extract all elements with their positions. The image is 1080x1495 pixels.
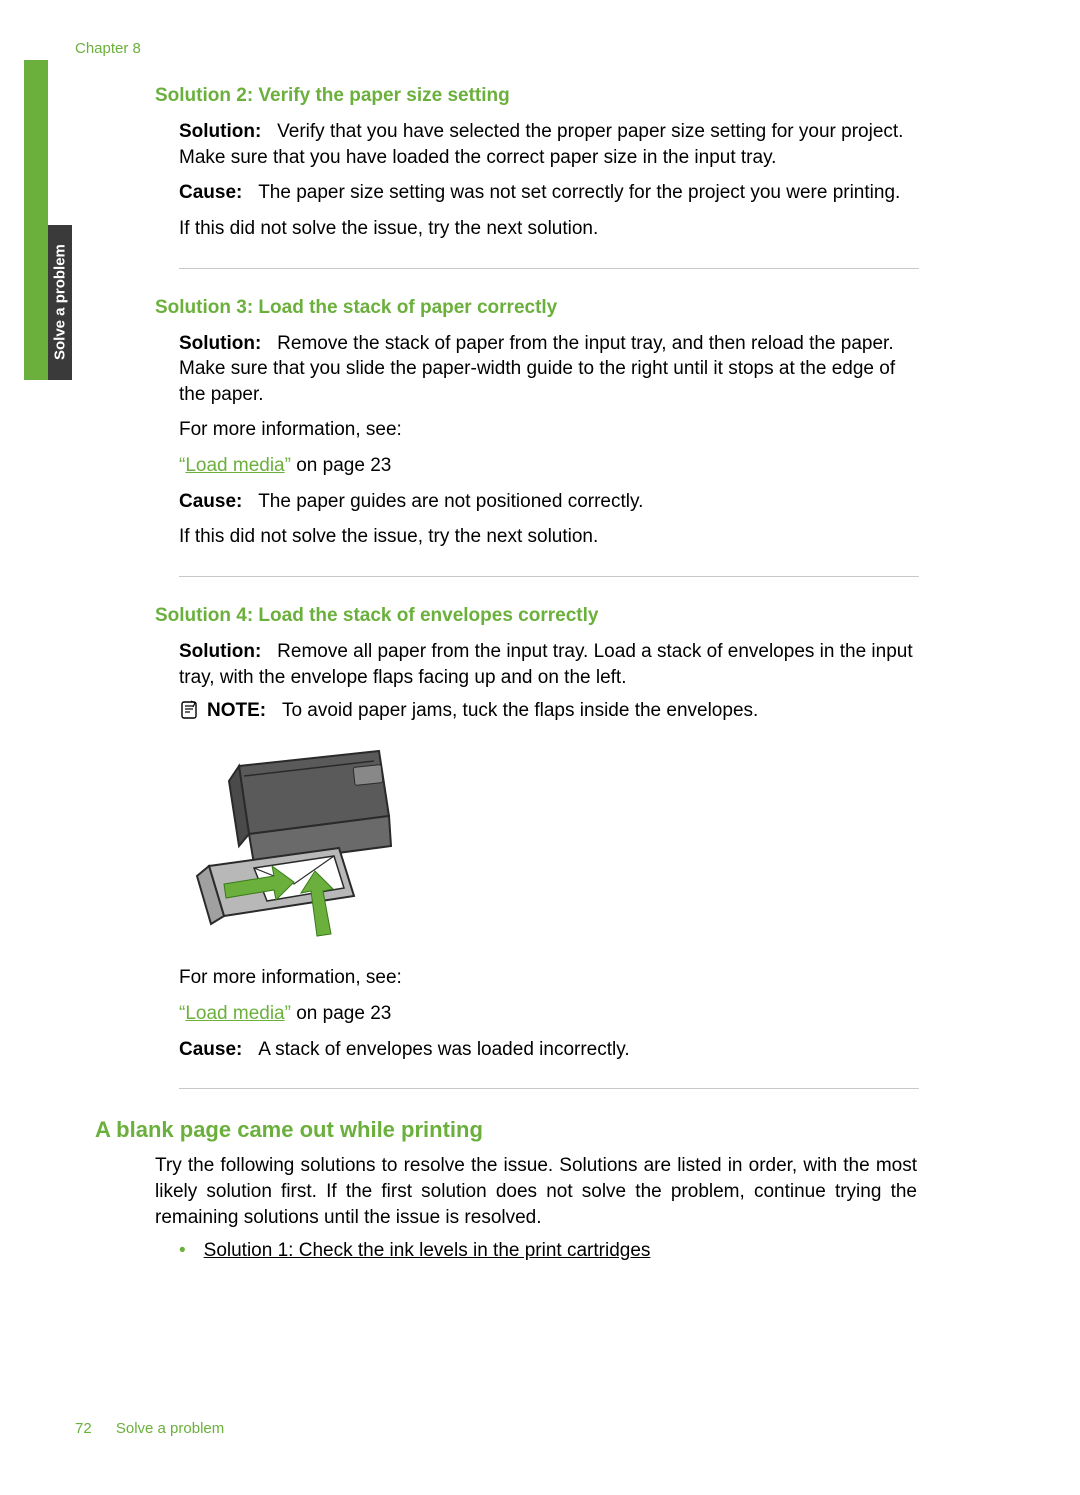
footer-page-number: 72 [75,1420,92,1437]
solution3-more-info: For more information, see: [179,417,917,443]
solution2-text: Verify that you have selected the proper… [179,121,903,168]
solution4-cause: Cause: A stack of envelopes was loaded i… [179,1037,917,1063]
bullet-dot: • [179,1240,186,1262]
solution4-more-info: For more information, see: [179,965,917,991]
cause-label: Cause: [179,1039,242,1060]
solution4-heading: Solution 4: Load the stack of envelopes … [155,605,917,627]
divider [179,1088,919,1089]
footer-section-name: Solve a problem [116,1420,224,1437]
printer-figure [179,736,917,951]
section-intro: Try the following solutions to resolve t… [155,1153,917,1230]
solution2-cause: Cause: The paper size setting was not se… [179,180,917,206]
solution3-followup: If this did not solve the issue, try the… [179,524,917,550]
document-page: Solve a problem Chapter 8 Solution 2: Ve… [0,0,1080,1495]
note-text-wrap: NOTE: To avoid paper jams, tuck the flap… [207,700,758,722]
note-label: NOTE: [207,700,266,721]
note-text: To avoid paper jams, tuck the flaps insi… [282,700,758,721]
printer-illustration [179,736,409,946]
section-heading: A blank page came out while printing [95,1117,917,1143]
solution1-link[interactable]: Solution 1: Check the ink levels in the … [204,1240,651,1262]
solution3-link-line: “Load media” on page 23 [179,453,917,479]
solution-label: Solution: [179,121,261,142]
solution3-cause: Cause: The paper guides are not position… [179,489,917,515]
solution3-cause-text: The paper guides are not positioned corr… [258,491,643,512]
solution3-heading: Solution 3: Load the stack of paper corr… [155,297,917,319]
divider [179,576,919,577]
note-icon [179,700,199,720]
solution3-body: Solution: Remove the stack of paper from… [179,331,917,408]
cause-label: Cause: [179,182,242,203]
bullet-row: • Solution 1: Check the ink levels in th… [179,1240,917,1262]
left-accent-bar [24,60,48,380]
solution-label: Solution: [179,333,261,354]
link-suffix: on page 23 [291,455,391,476]
load-media-link[interactable]: Load media [185,455,284,476]
solution2-followup: If this did not solve the issue, try the… [179,216,917,242]
side-tab-label: Solve a problem [48,225,72,380]
main-content: Solution 2: Verify the paper size settin… [155,85,917,1262]
link-suffix: on page 23 [291,1003,391,1024]
solution4-cause-text: A stack of envelopes was loaded incorrec… [258,1039,629,1060]
solution3-text: Remove the stack of paper from the input… [179,333,895,405]
solution4-link-line: “Load media” on page 23 [179,1001,917,1027]
cause-label: Cause: [179,491,242,512]
solution4-text: Remove all paper from the input tray. Lo… [179,641,913,688]
solution2-cause-text: The paper size setting was not set corre… [258,182,900,203]
chapter-header: Chapter 8 [75,40,141,57]
solution2-body: Solution: Verify that you have selected … [179,119,917,170]
solution2-heading: Solution 2: Verify the paper size settin… [155,85,917,107]
page-footer: 72 Solve a problem [75,1420,224,1437]
solution-label: Solution: [179,641,261,662]
load-media-link[interactable]: Load media [185,1003,284,1024]
divider [179,268,919,269]
solution4-body: Solution: Remove all paper from the inpu… [179,639,917,690]
note-row: NOTE: To avoid paper jams, tuck the flap… [179,700,917,722]
